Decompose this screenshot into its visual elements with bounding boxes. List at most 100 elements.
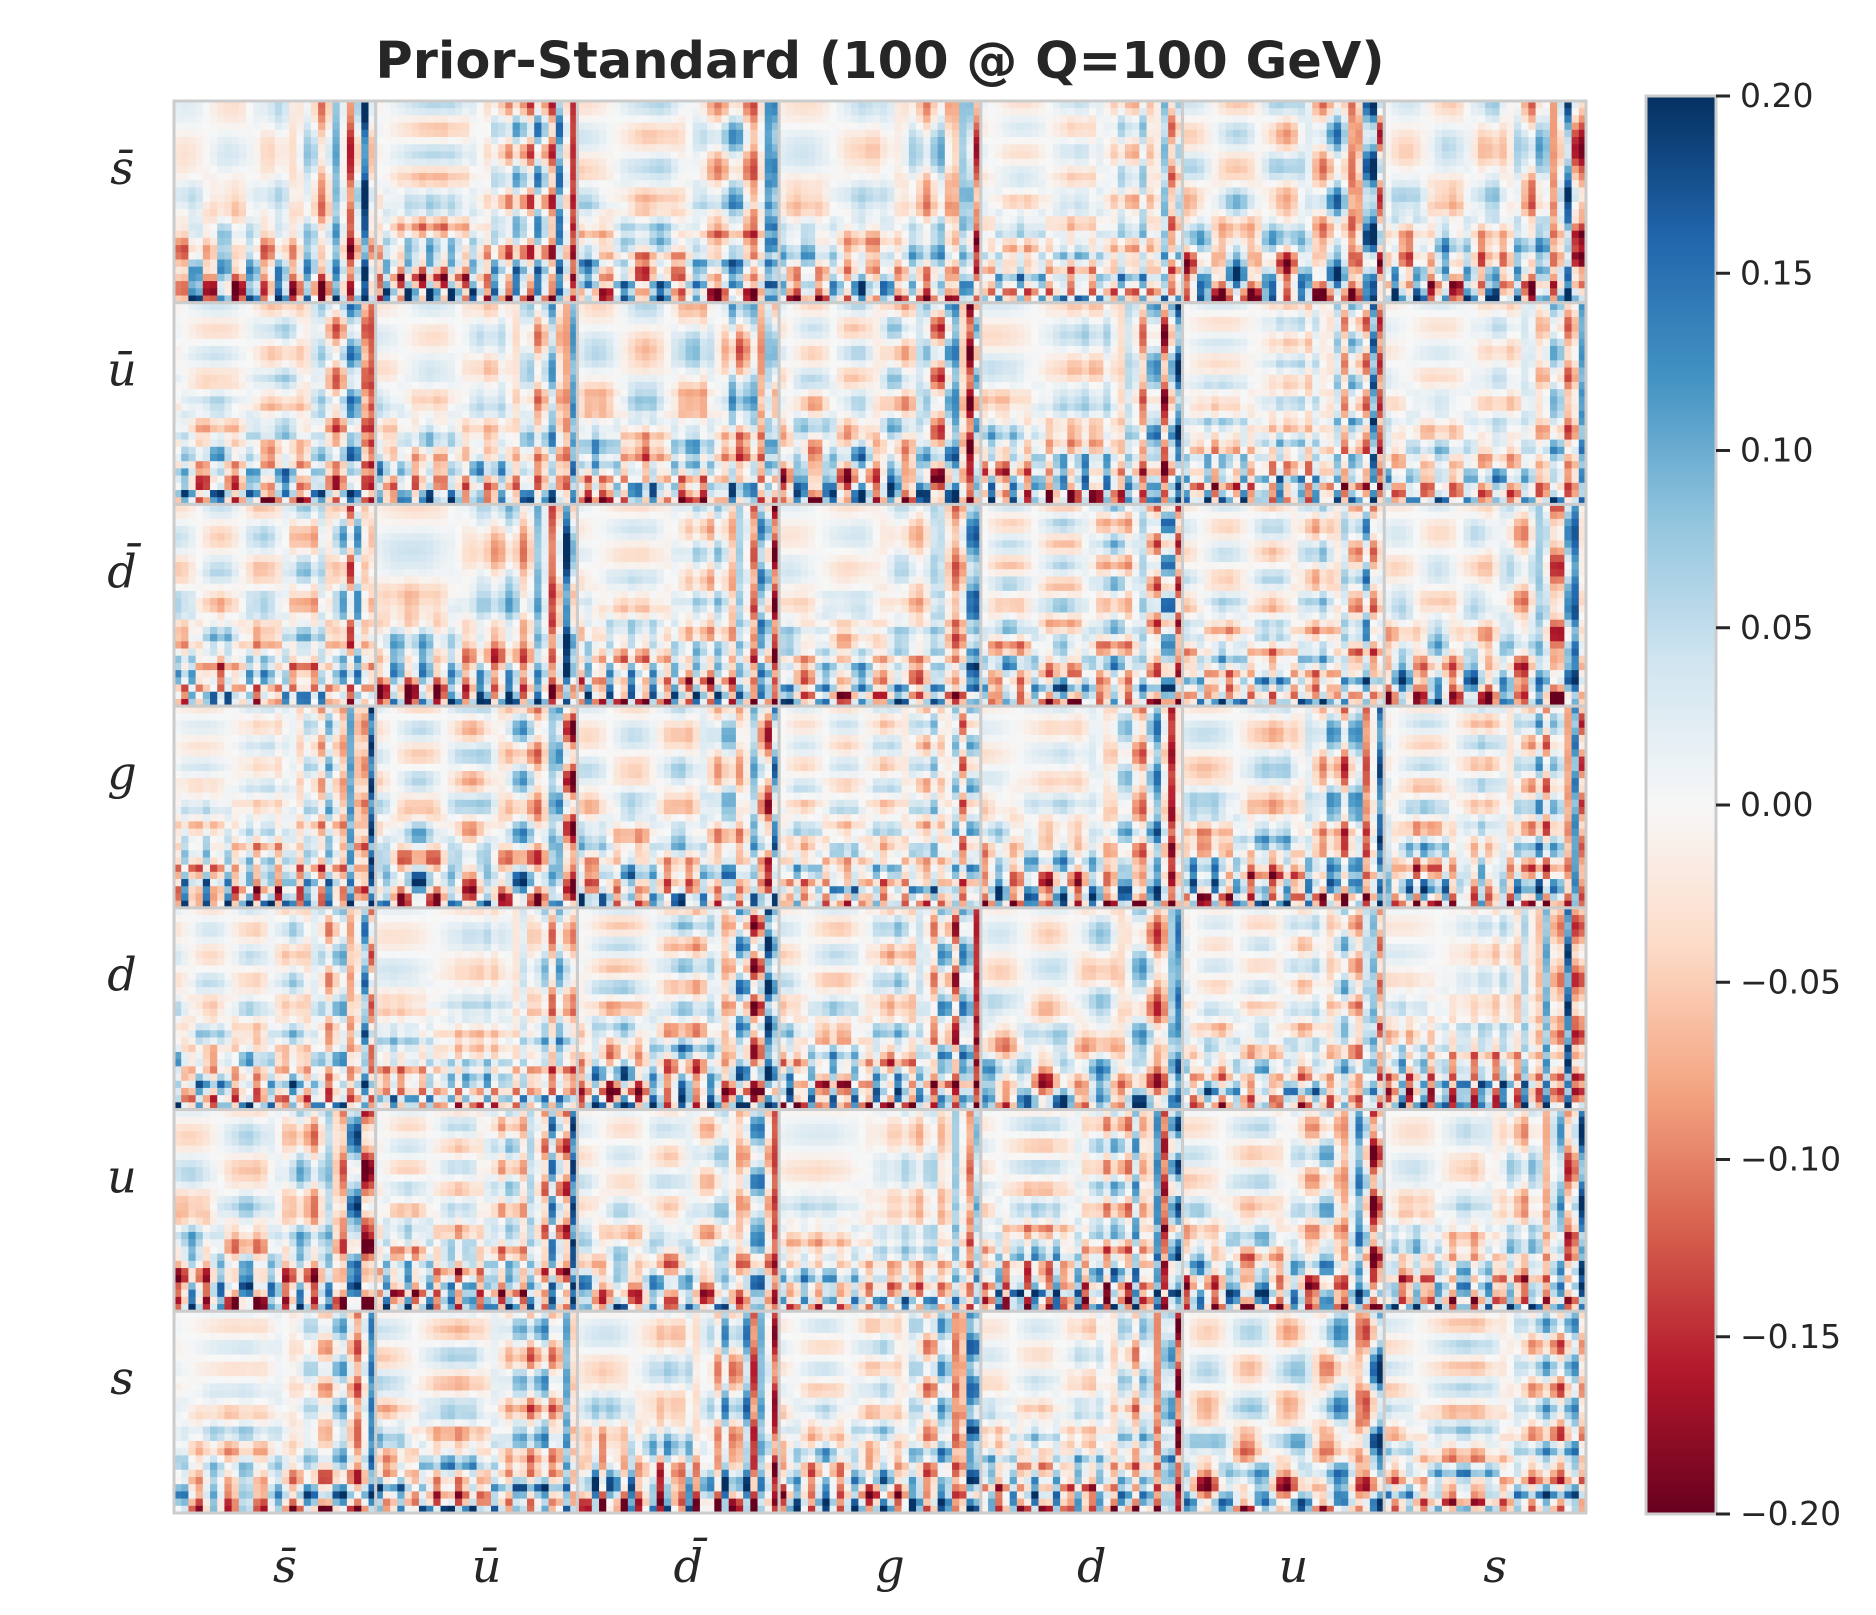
heatmap-cell — [181, 238, 189, 246]
heatmap-cell — [1024, 123, 1032, 131]
heatmap-cell — [758, 267, 766, 275]
heatmap-cell — [952, 130, 960, 138]
heatmap-cell — [1147, 252, 1155, 260]
heatmap-cell — [801, 216, 809, 224]
heatmap-cell — [693, 130, 701, 138]
heatmap-cell — [844, 130, 852, 138]
heatmap-cell — [1067, 151, 1075, 159]
heatmap-cell — [851, 288, 859, 296]
heatmap-cell — [1283, 209, 1291, 217]
heatmap-cell — [750, 159, 758, 167]
heatmap-cell — [1341, 223, 1349, 231]
heatmap-cell — [822, 115, 830, 123]
heatmap-cell — [1139, 108, 1147, 116]
heatmap-cell — [1211, 159, 1219, 167]
heatmap-cell — [938, 281, 946, 289]
heatmap-cell — [325, 123, 333, 131]
heatmap-cell — [887, 238, 895, 246]
heatmap-cell — [1226, 223, 1234, 231]
heatmap-cell — [1334, 108, 1342, 116]
heatmap-cell — [743, 245, 751, 253]
heatmap-cell — [513, 187, 521, 195]
heatmap-cell — [671, 281, 679, 289]
heatmap-cell — [1355, 166, 1363, 174]
heatmap-cell — [1276, 130, 1284, 138]
heatmap-cell — [1111, 173, 1119, 181]
heatmap-cell — [433, 281, 441, 289]
heatmap-cell — [527, 267, 535, 275]
heatmap-cell — [930, 195, 938, 203]
heatmap-cell — [822, 223, 830, 231]
heatmap-cell — [693, 108, 701, 116]
heatmap-cell — [332, 252, 340, 260]
heatmap-cell — [1002, 130, 1010, 138]
heatmap-cell — [1082, 281, 1090, 289]
heatmap-cell — [1305, 166, 1313, 174]
heatmap-cell — [405, 202, 413, 210]
heatmap-cell — [786, 267, 794, 275]
heatmap-cell — [1168, 159, 1176, 167]
heatmap-cell — [887, 159, 895, 167]
heatmap-cell — [462, 180, 470, 188]
heatmap-cell — [635, 202, 643, 210]
heatmap-cell — [866, 130, 874, 138]
heatmap-cell — [995, 259, 1003, 267]
heatmap-cell — [1226, 108, 1234, 116]
heatmap-cell — [556, 130, 564, 138]
heatmap-cell — [657, 159, 665, 167]
heatmap-cell — [830, 180, 838, 188]
heatmap-cell — [203, 281, 211, 289]
heatmap-cell — [1075, 231, 1083, 239]
heatmap-cell — [822, 259, 830, 267]
heatmap-cell — [959, 216, 967, 224]
heatmap-cell — [952, 259, 960, 267]
heatmap-cell — [491, 195, 499, 203]
heatmap-cell — [1046, 180, 1054, 188]
heatmap-cell — [1111, 137, 1119, 145]
heatmap-cell — [304, 166, 312, 174]
heatmap-cell — [477, 187, 485, 195]
heatmap-cell — [1262, 187, 1270, 195]
heatmap-cell — [462, 130, 470, 138]
heatmap-cell — [664, 223, 672, 231]
heatmap-cell — [765, 159, 773, 167]
heatmap-cell — [1132, 180, 1140, 188]
heatmap-cell — [412, 159, 420, 167]
heatmap-cell — [1348, 202, 1356, 210]
heatmap-cell — [599, 130, 607, 138]
heatmap-cell — [268, 123, 276, 131]
heatmap-cell — [325, 252, 333, 260]
heatmap-cell — [844, 223, 852, 231]
heatmap-cell — [714, 202, 722, 210]
heatmap-cell — [397, 173, 405, 181]
heatmap-cell — [693, 231, 701, 239]
heatmap-cell — [1139, 259, 1147, 267]
heatmap-cell — [1103, 252, 1111, 260]
heatmap-cell — [239, 187, 247, 195]
heatmap-cell — [909, 252, 917, 260]
heatmap-cell — [484, 288, 492, 296]
heatmap-cell — [491, 238, 499, 246]
heatmap-cell — [707, 238, 715, 246]
heatmap-cell — [239, 108, 247, 116]
heatmap-cell — [1211, 216, 1219, 224]
heatmap-cell — [188, 231, 196, 239]
heatmap-cell — [873, 115, 881, 123]
heatmap-cell — [354, 173, 362, 181]
heatmap-cell — [599, 281, 607, 289]
heatmap-cell — [822, 209, 830, 217]
heatmap-cell — [801, 209, 809, 217]
heatmap-cell — [527, 259, 535, 267]
heatmap-cell — [786, 252, 794, 260]
heatmap-cell — [966, 166, 974, 174]
heatmap-cell — [1204, 187, 1212, 195]
heatmap-cell — [1118, 187, 1126, 195]
heatmap-cell — [477, 180, 485, 188]
heatmap-cell — [282, 274, 290, 282]
heatmap-cell — [736, 202, 744, 210]
heatmap-cell — [196, 202, 204, 210]
heatmap-cell — [484, 195, 492, 203]
heatmap-cell — [830, 252, 838, 260]
heatmap-cell — [1132, 288, 1140, 296]
heatmap-cell — [966, 173, 974, 181]
